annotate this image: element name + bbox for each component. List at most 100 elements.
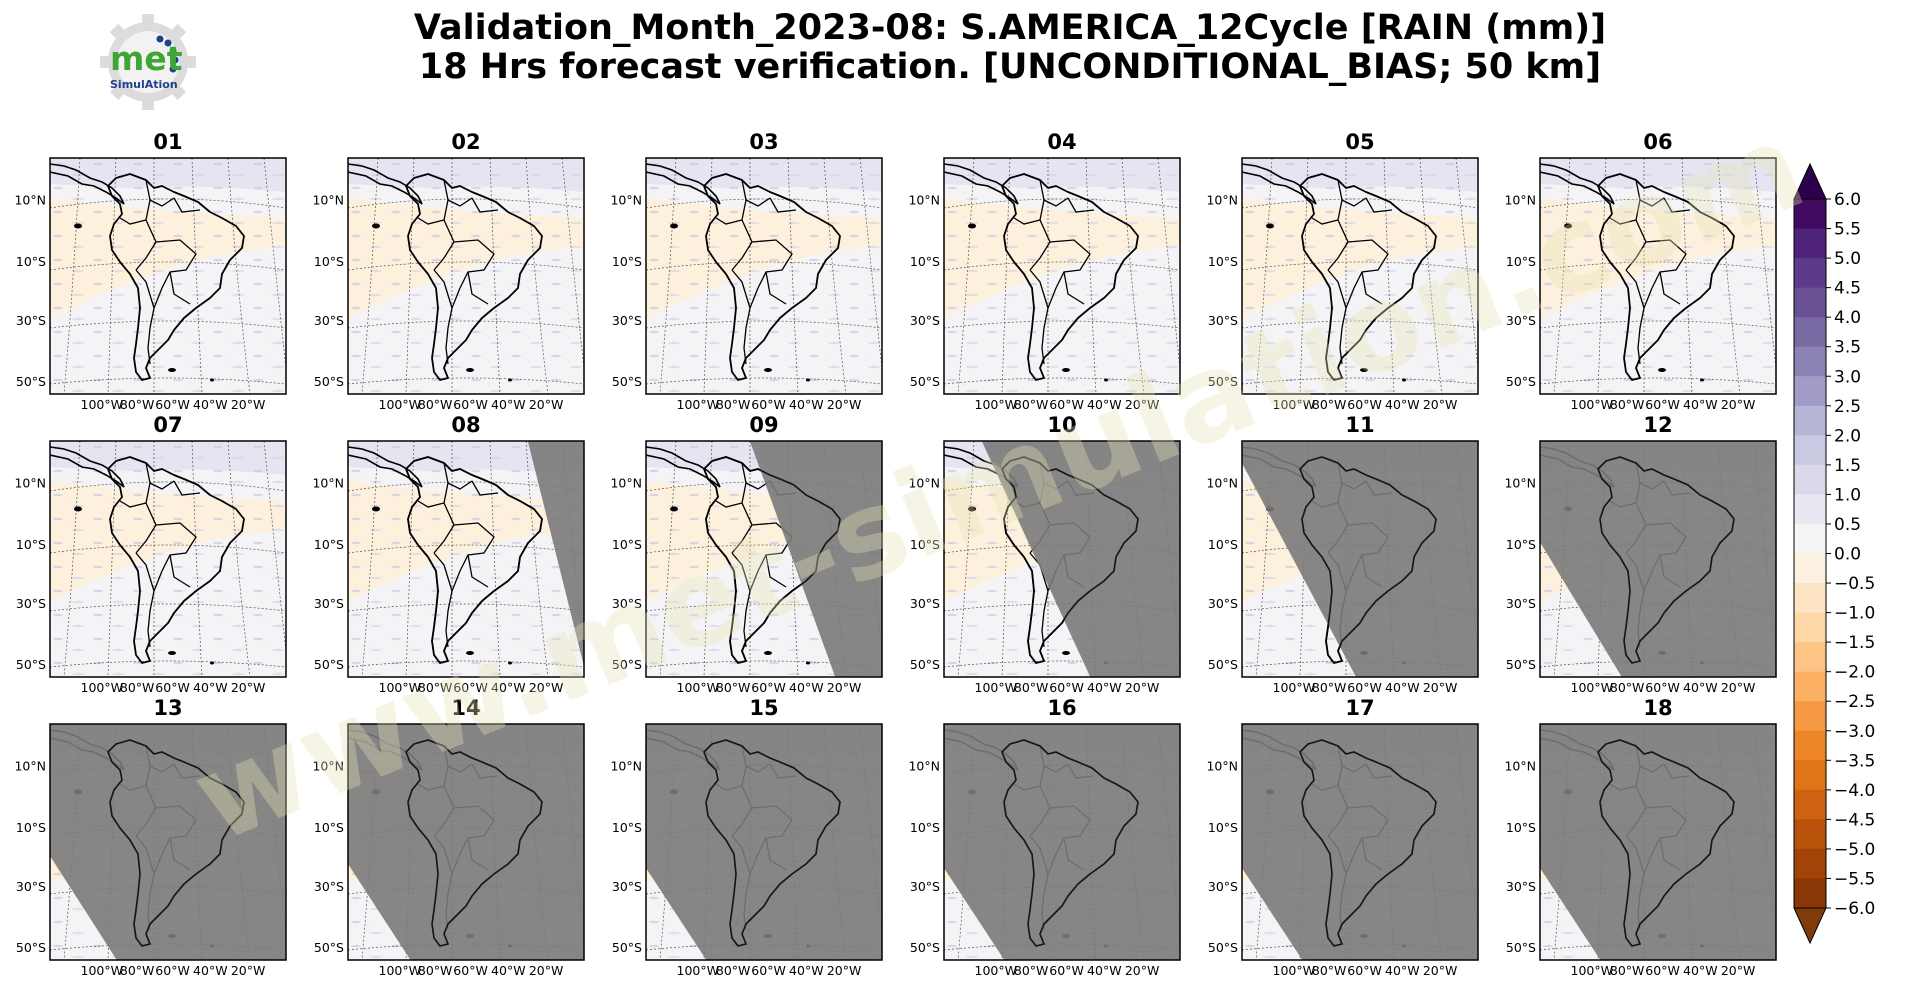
graticule-meridian [405,158,415,394]
country-border [1337,179,1367,207]
graticule-parallel [348,544,584,554]
falkland-islands [168,368,176,372]
panel-frame [943,723,1181,961]
lat-tick-label: 30°S [1208,313,1238,328]
lon-tick-label: 20°W [1423,963,1458,978]
graticule-parallel [944,198,1180,209]
lon-tick-label: 60°W [751,680,786,695]
lon-tick-label: 60°W [155,680,190,695]
galapagos-islands [372,506,380,512]
colorbar-segment [1794,583,1826,614]
graticule-meridian [1157,158,1180,369]
graticule-meridian [191,441,203,677]
panel-label: 14 [451,696,480,720]
lat-tick-label: 30°S [16,596,46,611]
graticule-parallel [1540,320,1776,329]
lat-tick-label: 30°S [1208,879,1238,894]
lon-tick-label: 20°W [1125,680,1160,695]
graticule-meridian [263,158,286,369]
lon-tick-label: 40°W [193,397,228,412]
colorbar-over-triangle [1793,162,1827,200]
graticule-parallel [646,481,882,492]
lat-tick-label: 50°S [16,374,46,389]
lon-tick-label: 20°W [529,397,564,412]
lat-tick-label: 10°N [1504,192,1536,207]
met-simulation-logo: met SimulAtion [98,12,198,112]
graticule-parallel [944,603,1180,612]
colorbar-segment [1794,789,1826,820]
colorbar-segment [1794,730,1826,761]
lat-tick-label: 10°N [908,475,940,490]
country-border [715,482,747,508]
colorbar-segment [1794,464,1826,495]
panel-frame [49,723,287,961]
colorbar-segment [1794,346,1826,377]
graticule-meridian [1553,158,1571,394]
lat-tick-label: 10°N [14,758,46,773]
central-america-outline [1540,163,1615,205]
colorbar-segment [1794,553,1826,584]
lon-tick-label: 100°W [975,963,1017,978]
lat-tick-label: 10°S [910,820,940,835]
lat-tick-label: 50°S [1506,940,1536,955]
country-border [1659,271,1681,305]
colorbar-tick-label: 4.0 [1834,308,1861,328]
map-panel: 14 10°N 10°S 30°S 50°S 100°W80°W 60°W 40°W 20°W [312,696,585,978]
lon-tick-label: 80°W [1014,680,1049,695]
lon-tick-label: 40°W [1087,963,1122,978]
country-border [433,552,453,592]
country-border [445,570,461,648]
panel-label: 09 [749,413,778,437]
lon-tick-label: 40°W [193,680,228,695]
colorbar-tick-label: −2.5 [1834,692,1875,712]
country-border [1339,287,1355,365]
lon-tick-label: 80°W [1312,963,1347,978]
lat-tick-label: 10°S [1208,537,1238,552]
galapagos-islands [74,506,82,512]
country-border [1637,287,1653,365]
lon-tick-label: 40°W [789,963,824,978]
map-panel: 04 10°N 10°S 30°S 50°S 100°W80°W 60°W 40°W 20°W [908,130,1181,412]
graticule-parallel [646,660,882,668]
country-border [135,552,155,592]
lon-tick-label: 60°W [1645,963,1680,978]
lon-tick-label: 100°W [379,680,421,695]
map-panel: 07 10°N 10°S 30°S 50°S 100°W80°W 60°W 40°W 20°W [14,413,287,695]
panel-label: 17 [1345,696,1374,720]
country-border [751,522,793,572]
country-border [453,239,495,289]
colorbar-segment [1794,494,1826,525]
lon-tick-label: 100°W [81,963,123,978]
graticule-meridian [1255,158,1273,394]
lon-tick-label: 80°W [1014,963,1049,978]
lon-tick-label: 100°W [1571,397,1613,412]
lat-tick-label: 50°S [910,657,940,672]
continent-outline [107,456,245,664]
lat-tick-label: 30°S [910,596,940,611]
panel-frame [645,723,883,961]
lon-tick-label: 60°W [453,680,488,695]
colorbar-tick-label: 0.0 [1834,545,1861,565]
gear-icon [100,14,196,110]
lat-tick-label: 10°S [314,820,344,835]
panel-frame [1539,723,1777,961]
graticule-parallel [50,320,286,329]
lat-tick-label: 30°S [1506,596,1536,611]
country-border [1365,197,1393,213]
continent-outline [1001,173,1139,381]
colorbar-segment [1794,287,1826,318]
lat-tick-label: 10°N [908,758,940,773]
graticule-meridian [489,441,501,677]
colorbar-segment [1794,523,1826,554]
lat-tick-label: 10°S [612,254,642,269]
lon-tick-label: 60°W [155,963,190,978]
panel-label: 10 [1047,413,1076,437]
lat-tick-label: 50°S [16,657,46,672]
lon-tick-label: 100°W [1571,963,1613,978]
lat-tick-label: 10°N [610,758,642,773]
map-panel: 05 10°N 10°S 30°S 50°S 100°W80°W 60°W 40°W 20°W [1206,130,1479,412]
graticule-meridian [659,441,677,677]
galapagos-islands [968,223,976,229]
galapagos-islands [670,506,678,512]
galapagos-islands [1266,223,1274,229]
